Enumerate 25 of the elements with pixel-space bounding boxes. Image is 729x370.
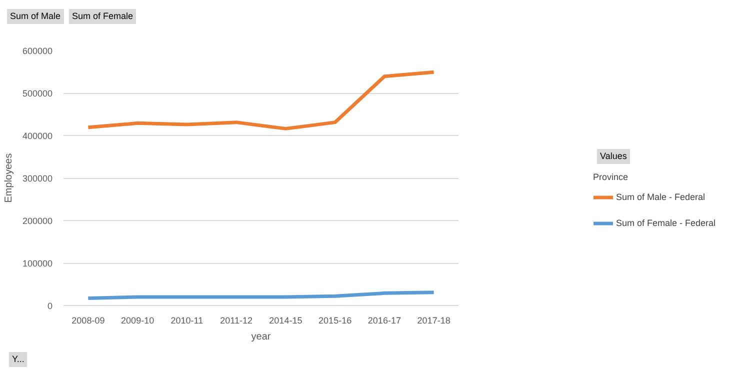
- text: Sum of Female: [72, 10, 134, 23]
- legend-title: Province: [593, 172, 630, 182]
- y-tick-label: 0: [47, 301, 53, 311]
- y-tick-label: 100000: [22, 258, 53, 268]
- x-tick-label: 2017-18: [417, 316, 450, 326]
- text: Values: [600, 150, 627, 163]
- y-tick-label: 500000: [22, 88, 53, 98]
- y-tick-label: 400000: [22, 131, 53, 141]
- y-tick-label: 200000: [22, 216, 53, 226]
- legend-label: Sum of Male - Federal: [616, 192, 706, 202]
- text: Sum of Male: [10, 10, 61, 23]
- x-tick-label: 2015-16: [318, 316, 352, 326]
- y-axis-title: Employees: [3, 153, 14, 203]
- x-axis-title: year: [251, 332, 272, 342]
- legend-label: Sum of Female - Federal: [616, 218, 716, 228]
- text: Y...: [12, 353, 24, 366]
- x-tick-label: 2014-15: [269, 316, 302, 326]
- x-tick-label: 2010-11: [170, 316, 204, 326]
- y-tick-label: 300000: [22, 174, 53, 184]
- x-tick-label: 2009-10: [121, 316, 154, 326]
- line-series: [86, 70, 436, 130]
- y-tick-label: 600000: [22, 46, 53, 56]
- x-tick-label: 2008-09: [72, 316, 105, 326]
- x-tick-label: 2011-12: [220, 316, 253, 326]
- x-tick-label: 2016-17: [368, 316, 401, 326]
